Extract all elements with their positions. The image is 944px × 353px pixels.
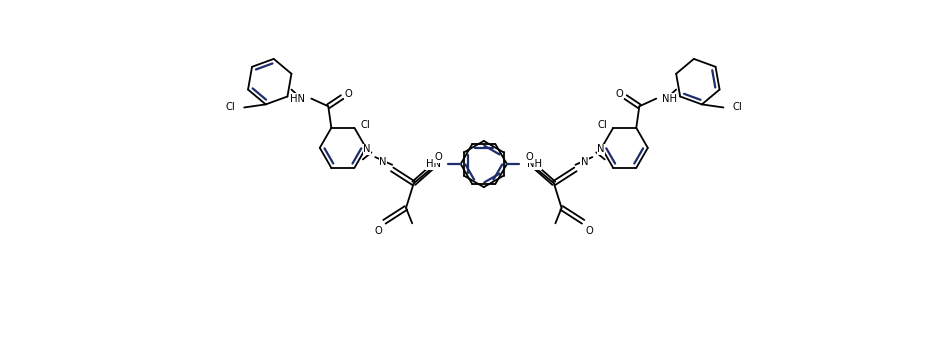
Text: O: O	[375, 226, 382, 236]
Text: Cl: Cl	[226, 102, 235, 113]
Text: Cl: Cl	[733, 102, 742, 113]
Text: Cl: Cl	[598, 120, 607, 130]
Text: O: O	[585, 226, 593, 236]
Text: N: N	[598, 144, 604, 154]
Text: HN: HN	[426, 159, 441, 169]
Text: O: O	[345, 89, 352, 99]
Text: O: O	[615, 89, 623, 99]
Text: N: N	[363, 144, 370, 154]
Text: N: N	[379, 157, 387, 167]
Text: NH: NH	[527, 159, 542, 169]
Text: O: O	[434, 152, 442, 162]
Text: Cl: Cl	[361, 120, 370, 130]
Text: O: O	[526, 152, 533, 162]
Text: HN: HN	[290, 94, 305, 103]
Text: NH: NH	[663, 94, 678, 103]
Text: N: N	[581, 157, 588, 167]
